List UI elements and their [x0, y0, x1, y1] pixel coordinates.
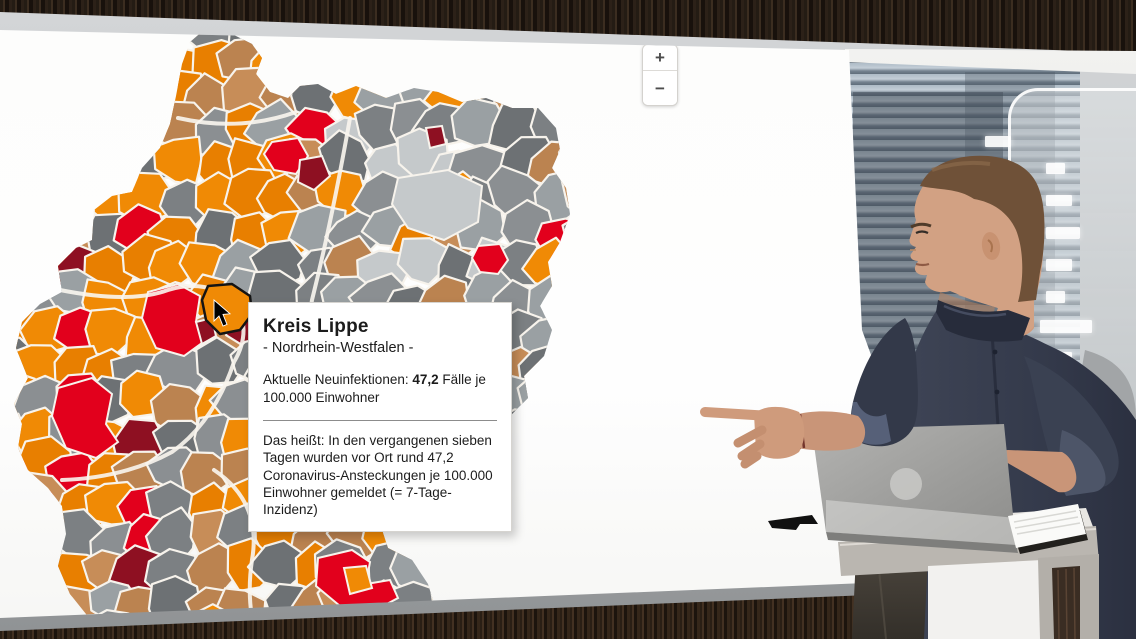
district-cell[interactable] — [16, 130, 70, 183]
district-cell[interactable] — [0, 209, 47, 262]
district-cell[interactable] — [83, 31, 148, 85]
district-cell[interactable] — [17, 167, 73, 220]
district-cell[interactable] — [557, 78, 608, 132]
district-tooltip: Kreis Lippe - Nordrhein-Westfalen - Aktu… — [248, 302, 512, 533]
zoom-out-button[interactable]: − — [643, 71, 677, 105]
deco-bar — [1044, 548, 1080, 560]
zoom-control-divider — [643, 70, 677, 71]
district-cell[interactable] — [559, 380, 610, 430]
deco-bar — [1042, 404, 1082, 416]
deco-bar — [1040, 452, 1090, 464]
district-cell[interactable] — [551, 441, 606, 489]
district-cell[interactable] — [561, 39, 619, 96]
tooltip-subtitle: - Nordrhein-Westfalen - — [263, 340, 414, 356]
deco-bar — [1046, 163, 1065, 174]
district-cell[interactable] — [79, 142, 135, 187]
tooltip-incidence-value: 47,2 — [412, 372, 439, 387]
district-cell[interactable] — [8, 105, 64, 156]
district-mecklenburg-seenplatte[interactable] — [390, 168, 484, 242]
district-rhein-cluster[interactable] — [50, 376, 120, 460]
district-cell[interactable] — [532, 469, 588, 523]
district-cell[interactable] — [93, 65, 153, 117]
district-cell[interactable] — [555, 335, 612, 391]
tooltip-divider — [263, 420, 497, 422]
district-cell[interactable] — [0, 139, 33, 189]
deco-bar — [1046, 195, 1072, 206]
district-cell[interactable] — [554, 237, 614, 284]
district-cell[interactable] — [559, 300, 614, 357]
district-cell[interactable] — [0, 482, 41, 540]
district-cell[interactable] — [8, 207, 66, 255]
district-cell[interactable] — [417, 39, 483, 84]
deco-bar — [1046, 352, 1072, 365]
zoom-in-button[interactable]: + — [643, 45, 677, 70]
district-cell[interactable] — [114, 31, 174, 75]
district-cell[interactable] — [0, 506, 33, 559]
district-cell[interactable] — [0, 171, 40, 228]
mouse-cursor-icon — [213, 299, 232, 327]
deco-bar — [1046, 291, 1065, 303]
district-cell[interactable] — [58, 108, 114, 160]
deco-bar — [1046, 502, 1074, 514]
district-cell[interactable] — [451, 540, 507, 591]
district-cell[interactable] — [324, 31, 389, 87]
district-cell[interactable] — [0, 30, 34, 82]
district-cell[interactable] — [560, 170, 621, 222]
district-cell[interactable] — [564, 413, 620, 466]
highlighted-district-kreis-lippe[interactable] — [200, 282, 254, 336]
district-cell[interactable] — [520, 447, 573, 498]
district-cell[interactable] — [6, 508, 68, 558]
district-cell[interactable] — [572, 268, 621, 313]
district-cell[interactable] — [549, 514, 606, 562]
district-lauenburg[interactable] — [296, 154, 332, 192]
district-cell[interactable] — [289, 38, 351, 86]
tooltip-current-incidence: Aktuelle Neuinfektionen: 47,2 Fälle je 1… — [263, 372, 486, 405]
map-zoom-control: + − — [642, 44, 678, 106]
district-cell[interactable] — [525, 415, 573, 464]
deco-bar — [985, 136, 1011, 147]
district-cell[interactable] — [0, 540, 41, 590]
district-cell[interactable] — [528, 542, 578, 597]
district-cell[interactable] — [0, 75, 40, 125]
district-vorpommern-spot[interactable] — [424, 124, 448, 150]
deco-bar — [1046, 259, 1072, 271]
district-cell[interactable] — [86, 109, 146, 158]
district-cell[interactable] — [46, 38, 107, 87]
deco-bar — [1040, 320, 1092, 333]
district-cell[interactable] — [566, 474, 623, 523]
district-cell[interactable] — [558, 547, 610, 605]
district-cell[interactable] — [561, 212, 617, 268]
district-sued-orange-kern[interactable] — [342, 564, 374, 596]
district-cell[interactable] — [114, 68, 177, 123]
district-cell[interactable] — [428, 546, 485, 604]
district-cell[interactable] — [12, 33, 64, 81]
district-cell[interactable] — [49, 65, 110, 121]
district-cell[interactable] — [500, 541, 550, 593]
district-cell[interactable] — [491, 67, 539, 111]
district-cell[interactable] — [460, 37, 519, 86]
district-hamburg[interactable] — [262, 136, 310, 176]
district-cell[interactable] — [0, 240, 44, 290]
tooltip-title: Kreis Lippe — [263, 316, 369, 337]
district-cell[interactable] — [23, 70, 83, 121]
deco-bar — [1046, 227, 1080, 239]
district-cell[interactable] — [560, 106, 618, 162]
district-cell[interactable] — [516, 372, 570, 419]
district-berlin[interactable] — [470, 242, 510, 276]
district-cell[interactable] — [38, 166, 96, 220]
district-cell[interactable] — [557, 131, 610, 182]
district-cell[interactable] — [527, 510, 586, 561]
district-cell[interactable] — [56, 143, 112, 193]
district-cell[interactable] — [0, 104, 49, 151]
tooltip-explanation: Das heißt: In den vergangenen sieben Tag… — [263, 433, 493, 518]
district-cell[interactable] — [490, 35, 547, 87]
district-cell[interactable] — [386, 32, 442, 83]
